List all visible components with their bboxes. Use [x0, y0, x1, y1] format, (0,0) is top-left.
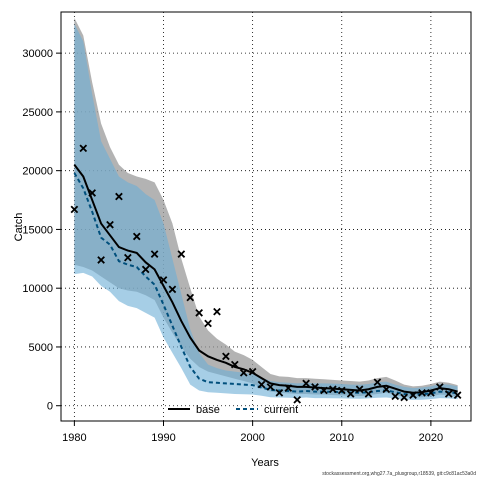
footer-credit: stockassessment.org,whg27.7a_plusgroup,r… [322, 471, 476, 477]
observation-point [346, 390, 355, 398]
observation-point [275, 388, 284, 397]
observation-point [355, 385, 364, 394]
legend: base current [168, 404, 298, 416]
observation-point [141, 265, 150, 274]
observation-point [88, 189, 97, 197]
axis-ticks: 1980 1990 2000 2010 2020 0 5000 10000 15000 20000… [22, 48, 443, 444]
observation-point [293, 396, 302, 404]
observation-point [106, 220, 114, 229]
observation-point [257, 380, 266, 389]
observation-point [444, 390, 453, 398]
observation-point [97, 256, 105, 264]
observation-point [230, 360, 239, 369]
line-current [73, 172, 458, 396]
observation-point [409, 391, 417, 399]
observation-point [124, 253, 132, 262]
observation-point [266, 383, 275, 391]
observation-point [284, 384, 293, 392]
series-lines [73, 164, 458, 396]
observation-point [337, 386, 346, 395]
y-tick-label: 5000 [29, 342, 53, 354]
y-tick-label: 0 [47, 401, 53, 413]
observation-point [382, 385, 391, 394]
observation-point [159, 276, 168, 284]
observation-point [427, 388, 435, 397]
x-tick-label: 2000 [240, 432, 264, 444]
observation-point [453, 391, 462, 399]
observation-point [391, 392, 400, 401]
observation-point [186, 293, 195, 302]
x-tick-label: 1990 [151, 432, 175, 444]
observation-point [195, 309, 203, 317]
observation-point [70, 205, 79, 214]
observation-point [373, 378, 382, 387]
observation-point [132, 232, 141, 241]
y-tick-label: 15000 [22, 224, 53, 236]
observation-point [222, 352, 230, 361]
observation-point [168, 285, 177, 294]
observation-point [79, 144, 88, 153]
observation-point [239, 368, 248, 377]
y-tick-label: 30000 [22, 48, 53, 60]
observation-point [311, 383, 319, 391]
confidence-bands [74, 17, 458, 400]
observation-markers [70, 144, 462, 404]
observation-point [400, 393, 408, 402]
y-tick-label: 20000 [22, 166, 53, 178]
x-tick-label: 2010 [330, 432, 354, 444]
observation-point [213, 307, 221, 316]
observation-point [150, 250, 159, 258]
line-base [73, 164, 458, 394]
y-axis-label: Catch [13, 213, 25, 242]
legend-label-base: base [196, 404, 220, 416]
plot-frame [60, 11, 472, 422]
observation-point [329, 385, 337, 394]
x-tick-label: 2020 [419, 432, 443, 444]
legend-label-current: current [264, 404, 298, 416]
observation-point [418, 388, 426, 397]
observation-point [204, 319, 212, 328]
band-current [74, 23, 458, 400]
observation-point [364, 390, 373, 398]
observation-point [177, 250, 186, 258]
observation-point [302, 379, 310, 388]
observation-point [320, 386, 328, 395]
observation-point [435, 383, 444, 391]
x-tick-label: 1980 [62, 432, 86, 444]
y-tick-label: 10000 [22, 283, 53, 295]
x-axis-label: Years [251, 457, 279, 469]
y-tick-label: 25000 [22, 107, 53, 119]
observation-point [248, 367, 257, 376]
observation-point [115, 192, 123, 201]
